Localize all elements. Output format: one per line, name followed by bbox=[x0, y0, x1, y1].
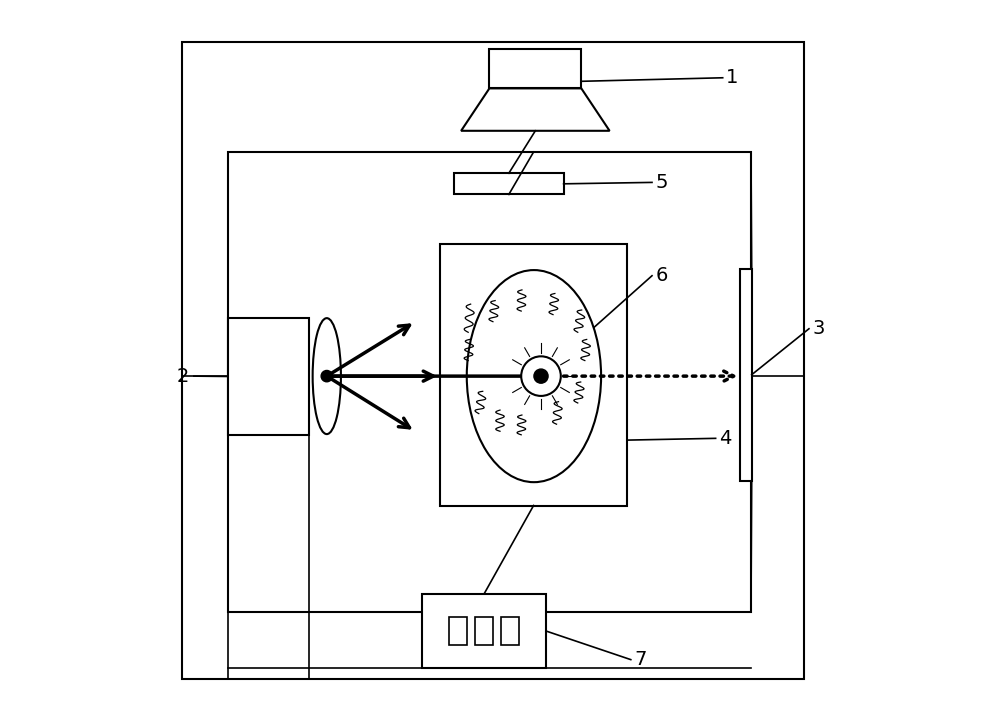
Bar bbox=[440, 244, 627, 506]
Bar bbox=[228, 152, 751, 612]
Text: 7: 7 bbox=[634, 650, 647, 669]
Text: 2: 2 bbox=[176, 367, 189, 385]
Bar bbox=[449, 617, 467, 645]
Circle shape bbox=[521, 356, 561, 396]
Bar bbox=[228, 318, 309, 435]
Bar bbox=[489, 49, 581, 88]
Polygon shape bbox=[461, 88, 610, 131]
Bar bbox=[422, 594, 546, 668]
Bar bbox=[501, 617, 519, 645]
Bar bbox=[454, 173, 564, 194]
Text: 4: 4 bbox=[719, 429, 732, 448]
Text: 6: 6 bbox=[656, 267, 668, 285]
Text: 3: 3 bbox=[812, 320, 825, 338]
Circle shape bbox=[534, 369, 548, 383]
Circle shape bbox=[321, 370, 332, 382]
Text: 5: 5 bbox=[656, 173, 668, 192]
Text: 1: 1 bbox=[726, 69, 739, 87]
Bar bbox=[740, 269, 752, 481]
Bar bbox=[475, 617, 493, 645]
Bar bbox=[182, 42, 804, 679]
Ellipse shape bbox=[313, 318, 341, 434]
Ellipse shape bbox=[467, 270, 601, 482]
